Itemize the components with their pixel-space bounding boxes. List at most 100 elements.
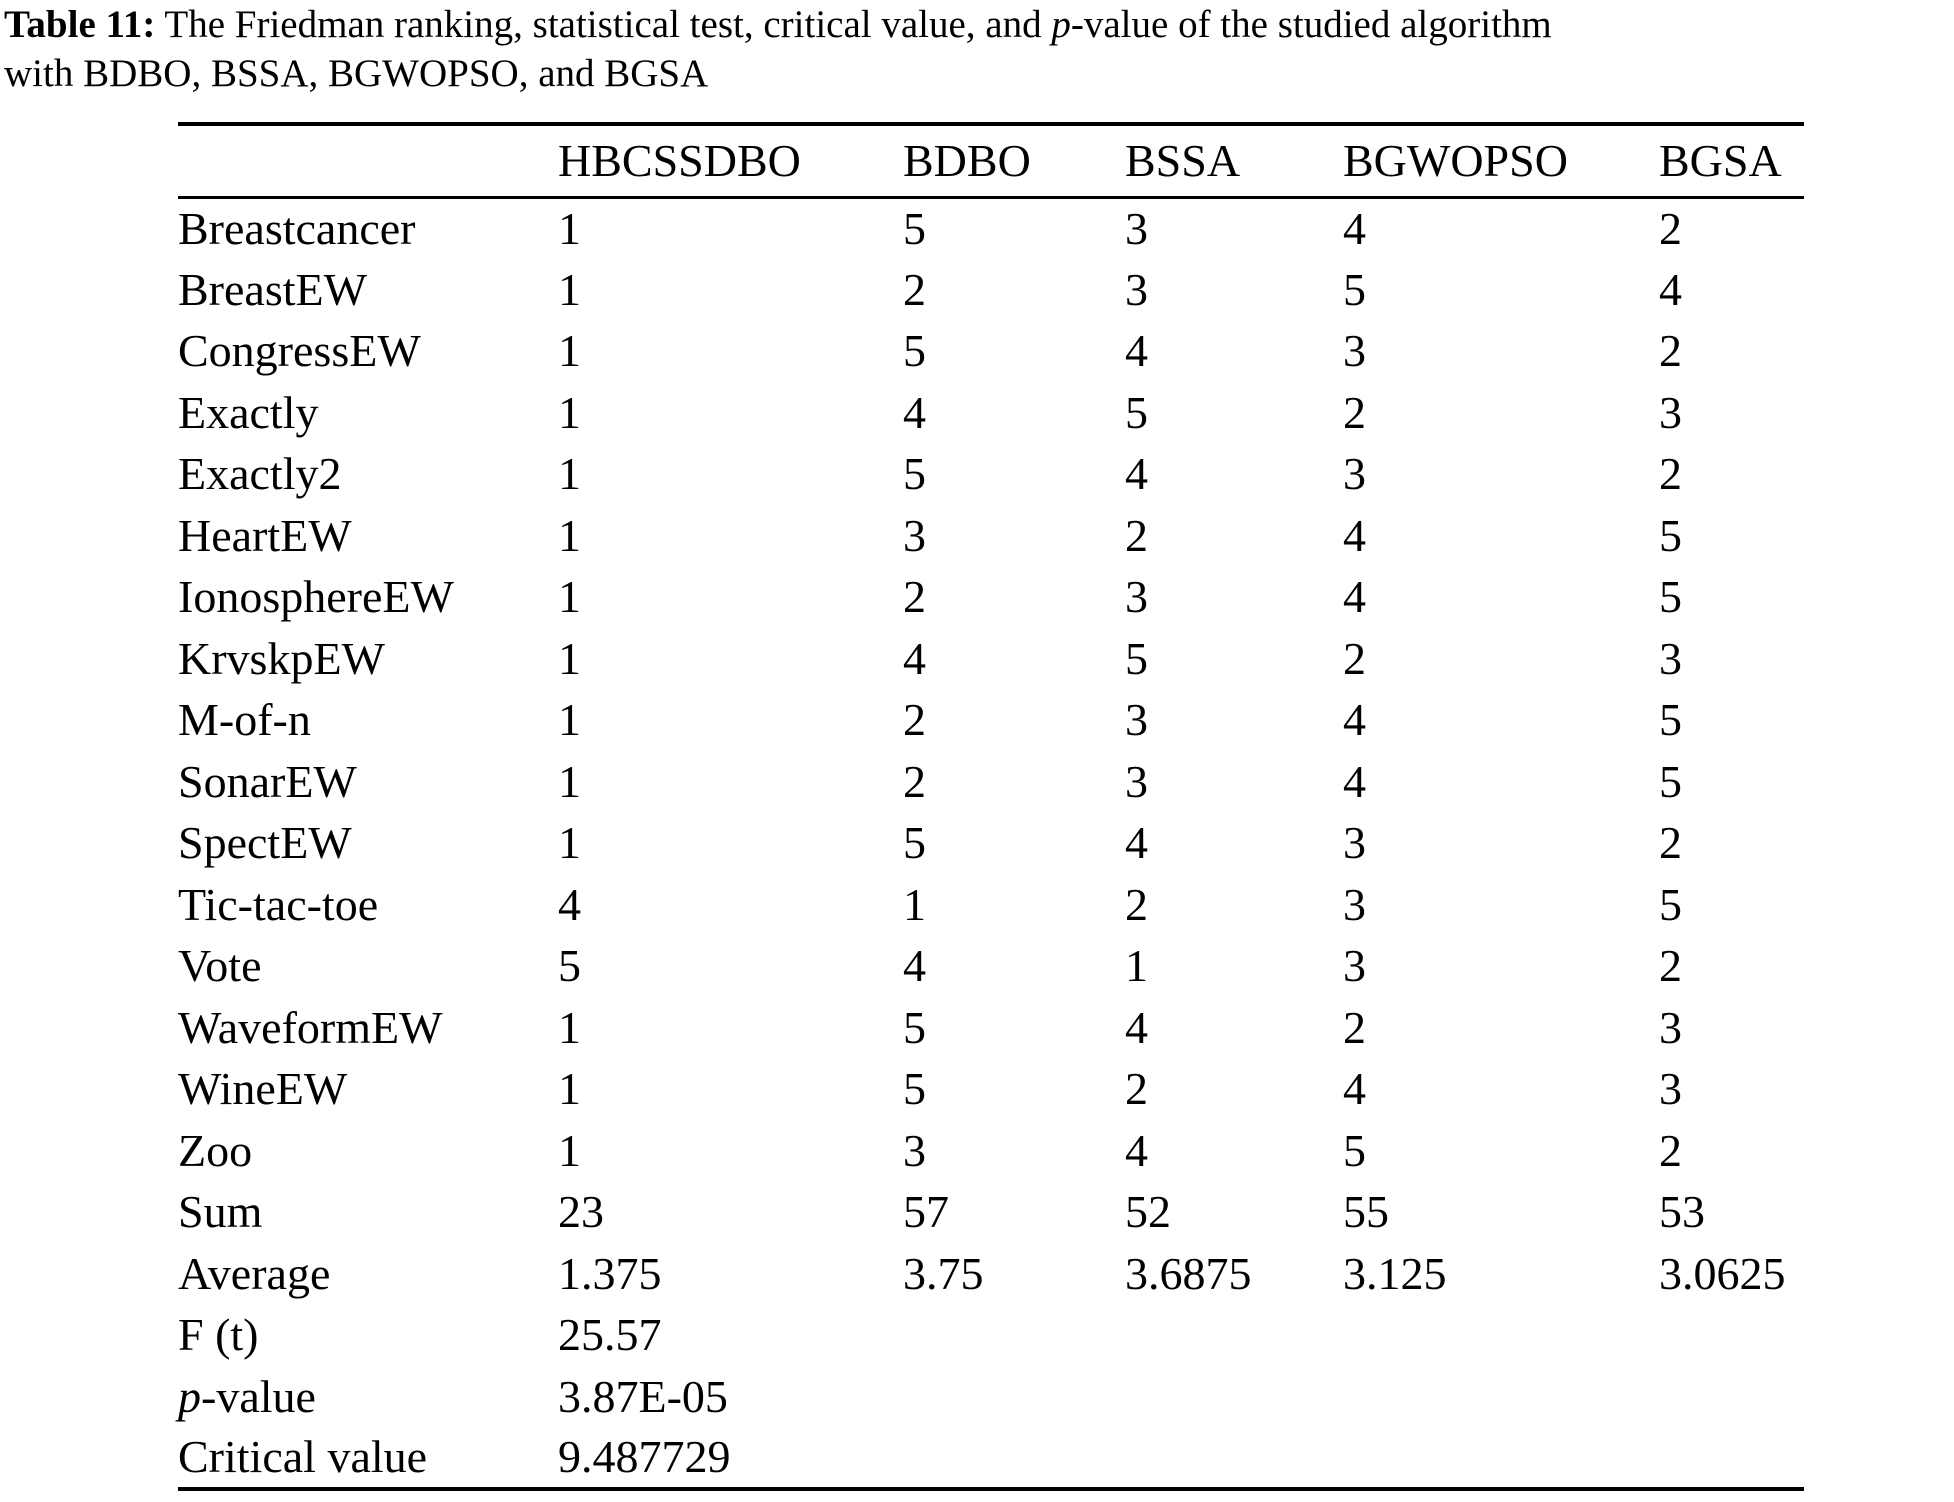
rank-cell: 4 — [1343, 203, 1366, 254]
rank-cell — [1659, 1366, 1804, 1428]
rank-cell: 1 — [558, 325, 581, 377]
rank-cell: 3 — [1343, 940, 1366, 992]
rank-cell: 3 — [1343, 448, 1366, 500]
row-label: WaveformEW — [178, 1001, 443, 1053]
table-row: SpectEW 1 5 4 3 2 — [178, 812, 1804, 874]
row-label: Critical value — [178, 1431, 428, 1483]
rank-cell: 2 — [1343, 1001, 1366, 1053]
rank-cell: 1 — [903, 878, 926, 930]
header-cell-bssa: BSSA — [1125, 124, 1343, 199]
caption-text-before: The Friedman ranking, statistical test, … — [155, 3, 1052, 46]
rank-cell: 3 — [1125, 694, 1148, 746]
rank-cell: 9.487729 — [558, 1431, 731, 1483]
rank-cell: 5 — [903, 1001, 926, 1053]
rank-cell: 3.6875 — [1125, 1247, 1252, 1299]
row-label: Exactly2 — [178, 448, 342, 500]
rank-cell: 3 — [903, 1124, 926, 1176]
rank-cell: 1 — [558, 386, 581, 438]
table-row: Breastcancer 1 5 3 4 2 — [178, 197, 1804, 259]
rank-cell: 4 — [1125, 1124, 1148, 1176]
header-cell-hbcssdbo: HBCSSDBO — [558, 124, 903, 199]
rank-cell: 3.87E-05 — [558, 1370, 728, 1422]
rank-cell: 2 — [1659, 817, 1682, 869]
table-row: Exactly2 1 5 4 3 2 — [178, 443, 1804, 505]
rank-cell: 5 — [1343, 263, 1366, 315]
rank-cell: 57 — [903, 1186, 949, 1238]
row-label: Average — [178, 1247, 331, 1299]
rank-cell: 4 — [903, 940, 926, 992]
rank-cell: 1 — [558, 203, 581, 254]
table-row: Tic-tac-toe 4 1 2 3 5 — [178, 874, 1804, 936]
rank-cell: 5 — [903, 203, 926, 254]
table-row: Exactly 1 4 5 2 3 — [178, 382, 1804, 444]
rank-cell: 3 — [1343, 325, 1366, 377]
rank-cell — [1659, 1427, 1804, 1489]
rank-cell: 1 — [558, 571, 581, 623]
rank-cell — [1343, 1304, 1659, 1366]
rank-cell: 5 — [903, 448, 926, 500]
rank-cell: 55 — [1343, 1186, 1389, 1238]
header-row: HBCSSDBO BDBO BSSA BGWOPSO BGSA — [178, 124, 1804, 199]
rank-cell: 1 — [558, 448, 581, 500]
rank-cell: 4 — [1125, 325, 1148, 377]
rank-cell: 1 — [558, 1001, 581, 1053]
rank-cell: 2 — [903, 571, 926, 623]
rank-cell: 2 — [1125, 1063, 1148, 1115]
rank-cell: 5 — [1125, 632, 1148, 684]
rank-cell — [1343, 1366, 1659, 1428]
row-label: F (t) — [178, 1309, 259, 1361]
rank-cell: 4 — [1343, 694, 1366, 746]
rank-cell: 2 — [1343, 386, 1366, 438]
rank-cell: 5 — [1659, 694, 1682, 746]
row-label: SonarEW — [178, 755, 357, 807]
rank-cell: 3 — [1125, 571, 1148, 623]
rank-cell: 5 — [1659, 755, 1682, 807]
row-label: Tic-tac-toe — [178, 878, 379, 930]
header-cell-bgsa: BGSA — [1659, 124, 1804, 199]
friedman-ranking-table: HBCSSDBO BDBO BSSA BGWOPSO BGSA Breastca… — [178, 122, 1804, 1491]
rank-cell: 3 — [1125, 755, 1148, 807]
rank-cell — [903, 1366, 1125, 1428]
rank-cell: 2 — [1659, 203, 1682, 254]
row-label: WineEW — [178, 1063, 348, 1115]
rank-cell: 4 — [558, 878, 581, 930]
rank-cell: 2 — [903, 755, 926, 807]
table-row: Vote 5 4 1 3 2 — [178, 935, 1804, 997]
rank-cell: 5 — [558, 940, 581, 992]
rank-cell — [1659, 1304, 1804, 1366]
row-label: IonosphereEW — [178, 571, 454, 623]
rank-cell: 2 — [1659, 1124, 1682, 1176]
rank-cell: 1 — [558, 1124, 581, 1176]
table-row: CongressEW 1 5 4 3 2 — [178, 320, 1804, 382]
rank-cell: 1 — [558, 509, 581, 561]
table-row: KrvskpEW 1 4 5 2 3 — [178, 628, 1804, 690]
rank-cell: 2 — [1343, 632, 1366, 684]
rank-cell: 1 — [558, 1063, 581, 1115]
table-row: p-value 3.87E-05 — [178, 1366, 1804, 1428]
rank-cell: 3.0625 — [1659, 1247, 1786, 1299]
table-row: M-of-n 1 2 3 4 5 — [178, 689, 1804, 751]
rank-cell: 4 — [1343, 509, 1366, 561]
rank-cell: 2 — [1659, 940, 1682, 992]
rank-cell: 4 — [1125, 1001, 1148, 1053]
row-label-italic-part: p — [178, 1370, 201, 1422]
row-label: Breastcancer — [178, 203, 416, 254]
rank-cell: 5 — [1125, 386, 1148, 438]
row-label: Vote — [178, 940, 262, 992]
rank-cell: 2 — [903, 263, 926, 315]
rank-cell: 5 — [1659, 878, 1682, 930]
rank-cell — [903, 1427, 1125, 1489]
rank-cell — [903, 1304, 1125, 1366]
table-row: F (t) 25.57 — [178, 1304, 1804, 1366]
rank-cell: 1 — [558, 263, 581, 315]
rank-cell: 3 — [903, 509, 926, 561]
table-row: Zoo 1 3 4 5 2 — [178, 1120, 1804, 1182]
rank-cell: 3 — [1659, 386, 1682, 438]
rank-cell: 5 — [903, 817, 926, 869]
rank-cell: 2 — [1125, 878, 1148, 930]
header-cell-blank — [178, 124, 558, 199]
rank-cell: 1 — [558, 755, 581, 807]
rank-cell: 4 — [903, 632, 926, 684]
rank-cell: 3 — [1659, 1001, 1682, 1053]
rank-cell — [1125, 1304, 1343, 1366]
